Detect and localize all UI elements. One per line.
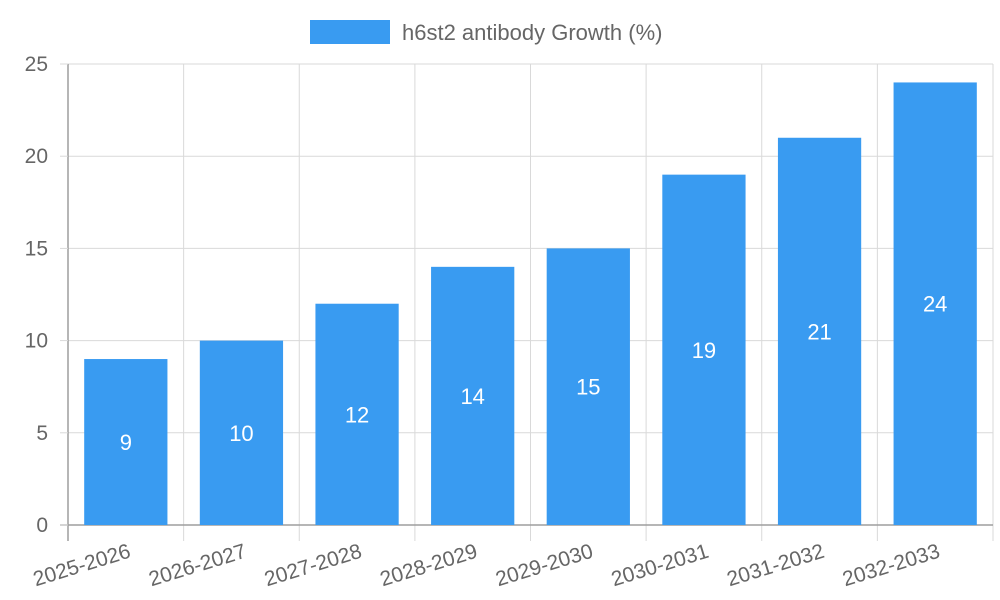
bar-value-labels: 9 10 12 14 15 19 21 24	[120, 292, 948, 455]
y-tick-label: 0	[36, 514, 48, 537]
legend[interactable]: h6st2 antibody Growth (%)	[310, 20, 662, 45]
y-axis-ticks: 0 5 10 15 20 25	[25, 53, 68, 537]
bar-value-label: 19	[692, 338, 716, 363]
x-tick-label: 2030-2031	[609, 540, 712, 591]
y-tick-label: 5	[36, 422, 48, 445]
x-tick-label: 2027-2028	[262, 540, 365, 591]
x-tick-label: 2026-2027	[146, 540, 249, 591]
y-tick-label: 10	[25, 330, 48, 353]
y-tick-label: 25	[25, 53, 48, 76]
x-tick-label: 2028-2029	[377, 540, 480, 591]
bar-value-label: 9	[120, 430, 132, 455]
bar[interactable]	[777, 137, 862, 525]
y-tick-label: 20	[25, 145, 48, 168]
bar-value-label: 12	[345, 402, 369, 427]
bar-value-label: 10	[229, 421, 253, 446]
bars	[84, 82, 977, 525]
legend-label: h6st2 antibody Growth (%)	[402, 20, 662, 45]
bar-value-label: 14	[460, 384, 484, 409]
bar[interactable]	[431, 266, 515, 525]
bar[interactable]	[546, 248, 630, 525]
bar-value-label: 24	[923, 292, 947, 317]
bar[interactable]	[893, 82, 977, 525]
x-tick-label: 2025-2026	[31, 540, 134, 591]
x-tick-label: 2029-2030	[493, 540, 596, 591]
bar-value-label: 21	[807, 319, 831, 344]
x-tick-label: 2032-2033	[840, 540, 943, 591]
x-axis-ticks: 2025-2026 2026-2027 2027-2028 2028-2029 2029…	[31, 540, 943, 591]
x-tick-label: 2031-2032	[724, 540, 827, 591]
bar[interactable]	[662, 174, 746, 525]
y-tick-label: 15	[25, 237, 48, 260]
bar-value-label: 15	[576, 375, 600, 400]
legend-swatch	[310, 20, 390, 44]
bar[interactable]	[84, 359, 168, 525]
bar[interactable]	[315, 303, 399, 525]
bar[interactable]	[199, 340, 284, 525]
